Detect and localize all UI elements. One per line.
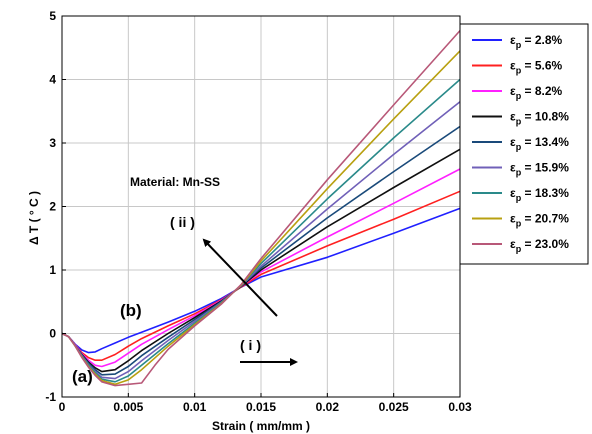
x-axis-title: Strain ( mm/mm ) <box>212 419 310 433</box>
legend-box <box>459 23 589 265</box>
y-tick-label: 1 <box>49 263 56 277</box>
arrow-ii <box>202 238 278 317</box>
y-tick-label: 0 <box>49 327 56 341</box>
legend-label-4: εp = 10.8% <box>510 110 569 127</box>
legend-label-7: εp = 18.3% <box>510 186 569 203</box>
x-tick-label: 0.015 <box>246 400 276 414</box>
series-line-9 <box>61 30 461 387</box>
annotation-b: (b) <box>120 301 142 320</box>
legend-items: εp = 2.8% εp = 5.6% εp = 8.2% εp = 10.8% εp … <box>472 33 569 254</box>
series-lines <box>61 30 461 387</box>
annotation-ii: ( ii ) <box>170 214 195 230</box>
legend-label-8: εp = 20.7% <box>510 212 569 229</box>
y-tick-label: -1 <box>45 390 56 404</box>
legend-label-9: εp = 23.0% <box>510 237 569 254</box>
y-tick-label: 5 <box>49 9 56 23</box>
annotation-material: Material: Mn-SS <box>130 175 220 189</box>
x-tick-label: 0 <box>59 400 66 414</box>
legend-label-6: εp = 15.9% <box>510 161 569 178</box>
legend-label-5: εp = 13.4% <box>510 135 569 152</box>
y-axis-title: Δ T ( ° C ) <box>27 191 41 245</box>
x-tick-label: 0.025 <box>379 400 409 414</box>
annotation-i: ( i ) <box>240 337 261 353</box>
annotation-a: (a) <box>72 367 93 386</box>
x-tick-label: 0.005 <box>113 400 143 414</box>
legend-label-2: εp = 5.6% <box>510 59 563 76</box>
legend-label-3: εp = 8.2% <box>510 84 563 101</box>
y-tick-label: 4 <box>49 73 56 87</box>
x-tick-label: 0.01 <box>183 400 207 414</box>
x-tick-label: 0.03 <box>448 400 472 414</box>
legend: εp = 2.8% εp = 5.6% εp = 8.2% εp = 10.8% εp … <box>459 23 589 265</box>
y-tick-label: 2 <box>49 200 56 214</box>
legend-label-1: εp = 2.8% <box>510 33 563 50</box>
series-line-1 <box>61 207 461 354</box>
y-tick-label: 3 <box>49 136 56 150</box>
x-tick-label: 0.02 <box>316 400 340 414</box>
annotations: Material: Mn-SS ( ii ) (b) (a) ( i ) <box>72 175 298 386</box>
